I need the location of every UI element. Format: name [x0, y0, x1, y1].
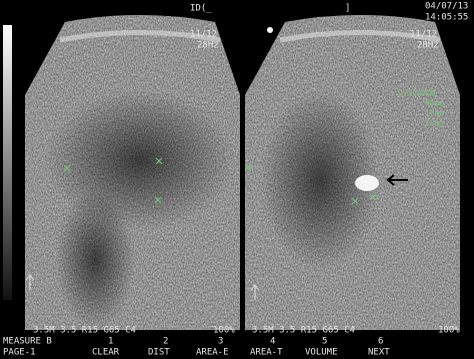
bracket: ]	[345, 4, 350, 14]
power: 100%	[213, 326, 235, 336]
frame-rate: 28Hz	[197, 41, 219, 51]
menu-item[interactable]: NEXT	[368, 348, 390, 358]
patient-id: ID(_	[190, 4, 212, 14]
calipers	[63, 157, 377, 205]
menu-row: PAGE-1 CLEAR DIST AREA-E AREA-T VOLUME NEXT	[3, 348, 390, 358]
bright-echo	[355, 175, 379, 191]
date: 04/07/13	[425, 2, 468, 12]
menu-key[interactable]: 3	[218, 337, 223, 347]
menu-item[interactable]: PAGE-1	[3, 348, 36, 358]
menu-item[interactable]: AREA-E	[196, 348, 229, 358]
menu-key[interactable]: 6	[378, 337, 383, 347]
menu-item[interactable]: CLEAR	[92, 348, 120, 358]
measurement: 10mm	[425, 119, 444, 128]
right-image	[245, 15, 460, 330]
params: 3.5M 3.5 R15 G65 C4	[252, 326, 355, 336]
arrow	[386, 174, 408, 186]
frame-rate: 28Hz	[417, 41, 439, 51]
time: 14:05:55	[425, 13, 468, 23]
menu-item[interactable]: VOLUME	[305, 348, 338, 358]
probe-icon	[250, 284, 260, 300]
menu-key[interactable]: 5	[322, 337, 327, 347]
scale: 11/12	[410, 30, 437, 40]
marker-dot	[267, 27, 273, 33]
menu-key[interactable]: 4	[270, 337, 275, 347]
gray-scale-bar	[3, 25, 12, 300]
measurement: 90mm	[425, 99, 444, 108]
menu-key[interactable]: 1	[108, 337, 113, 347]
menu-item[interactable]: DIST	[148, 348, 170, 358]
scale: 11/12	[190, 30, 217, 40]
menu-label: MEASURE B	[3, 337, 52, 347]
menu-key[interactable]: 2	[163, 337, 168, 347]
menu-item[interactable]: AREA-T	[250, 348, 283, 358]
power: 100%	[438, 326, 460, 336]
left-image	[25, 15, 240, 330]
probe-icon	[25, 274, 35, 290]
menu-row: 1 2 3 4 5 6	[108, 337, 383, 347]
params: 3.5M 3.5 R15 G65 C4	[33, 326, 136, 336]
measure-title: D(3)ANDE	[398, 89, 437, 98]
measurement: 18mm	[425, 109, 444, 118]
